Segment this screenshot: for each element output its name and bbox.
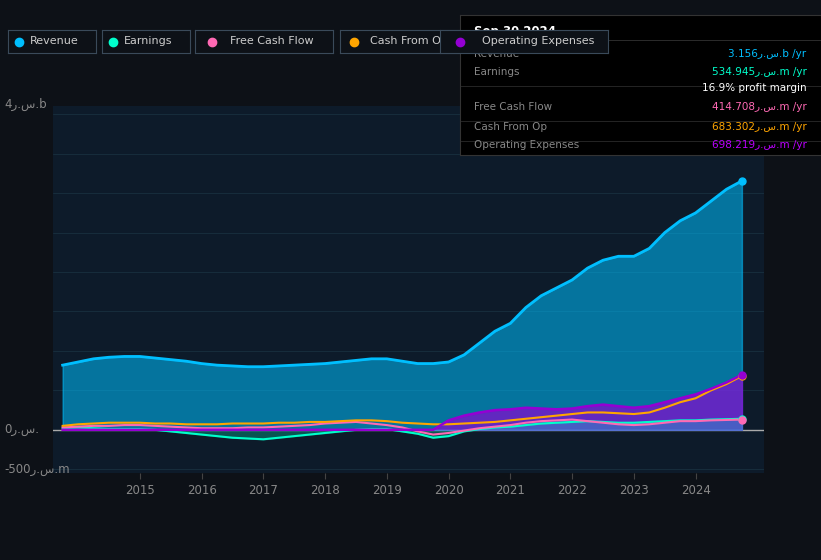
Text: 414.708ر.س.m /yr: 414.708ر.س.m /yr [712, 102, 806, 113]
Text: 698.219ر.س.m /yr: 698.219ر.س.m /yr [712, 140, 806, 150]
Text: 16.9% profit margin: 16.9% profit margin [702, 83, 806, 93]
Text: Earnings: Earnings [475, 67, 520, 77]
Text: Cash From Op: Cash From Op [475, 122, 548, 132]
Text: 0ر.س.: 0ر.س. [4, 423, 39, 436]
Text: Operating Expenses: Operating Expenses [482, 36, 594, 46]
Text: 683.302ر.س.m /yr: 683.302ر.س.m /yr [712, 122, 806, 132]
Text: Revenue: Revenue [30, 36, 79, 46]
Text: 3.156ر.س.b /yr: 3.156ر.س.b /yr [728, 49, 806, 59]
Text: Revenue: Revenue [475, 49, 520, 59]
Text: 4ر.س.b: 4ر.س.b [4, 99, 47, 111]
Text: Sep 30 2024: Sep 30 2024 [475, 25, 557, 38]
Text: Earnings: Earnings [124, 36, 172, 46]
Text: Free Cash Flow: Free Cash Flow [230, 36, 313, 46]
Text: 534.945ر.س.m /yr: 534.945ر.س.m /yr [712, 67, 806, 77]
Text: Cash From Op: Cash From Op [370, 36, 448, 46]
Text: -500ر.س.m: -500ر.س.m [4, 463, 70, 476]
Text: Operating Expenses: Operating Expenses [475, 140, 580, 150]
Text: Free Cash Flow: Free Cash Flow [475, 102, 553, 113]
